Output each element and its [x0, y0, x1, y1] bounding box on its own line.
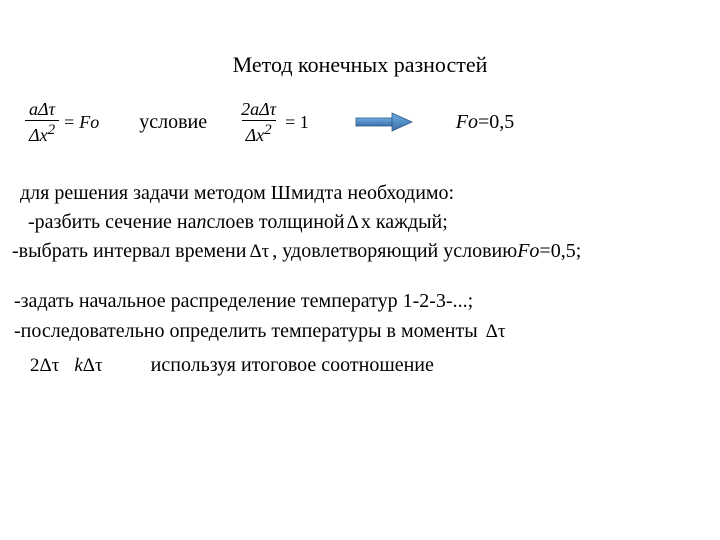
equals-one: = 1 — [280, 112, 314, 133]
frac1-numerator: aΔτ — [25, 100, 59, 120]
frac2-numerator: 2aΔτ — [237, 100, 280, 120]
formula-fo-definition: aΔτ Δx2 = Fo — [25, 100, 99, 144]
two-delta-tau: 2Δτ — [30, 355, 59, 377]
k-delta-tau: kΔτ — [74, 355, 102, 377]
intro-text: для решения задачи методом Шмидта необхо… — [20, 182, 454, 205]
frac2-denominator: Δx2 — [242, 120, 276, 144]
delta-tau-symbol-2: Δτ — [486, 321, 506, 343]
fo-symbol: Fo — [79, 112, 99, 133]
page-title: Метод конечных разностей — [0, 52, 720, 78]
frac1-denominator: Δx2 — [25, 120, 59, 144]
step-1: -разбить сечение на n слоев толщиной Δ x… — [28, 211, 448, 234]
equals-sign: = — [59, 112, 79, 133]
condition-label: условие — [139, 111, 207, 134]
fo-result: Fo=0,5 — [456, 111, 515, 134]
delta-tau-symbol: Δτ — [249, 241, 269, 263]
step-2: -выбрать интервал времени Δτ , удовлетво… — [12, 240, 581, 263]
formula-condition: 2aΔτ Δx2 = 1 — [237, 100, 314, 144]
delta-symbol: Δ — [347, 212, 359, 234]
arrow-icon — [354, 111, 414, 133]
step-4-continued: 2Δτ kΔτ используя итоговое соотношение — [30, 354, 434, 377]
step-3: -задать начальное распределение температ… — [14, 290, 473, 313]
step-4: -последовательно определить температуры … — [14, 320, 509, 343]
equation-row: aΔτ Δx2 = Fo условие 2aΔτ Δx2 = 1 Fo=0,5 — [25, 100, 514, 144]
